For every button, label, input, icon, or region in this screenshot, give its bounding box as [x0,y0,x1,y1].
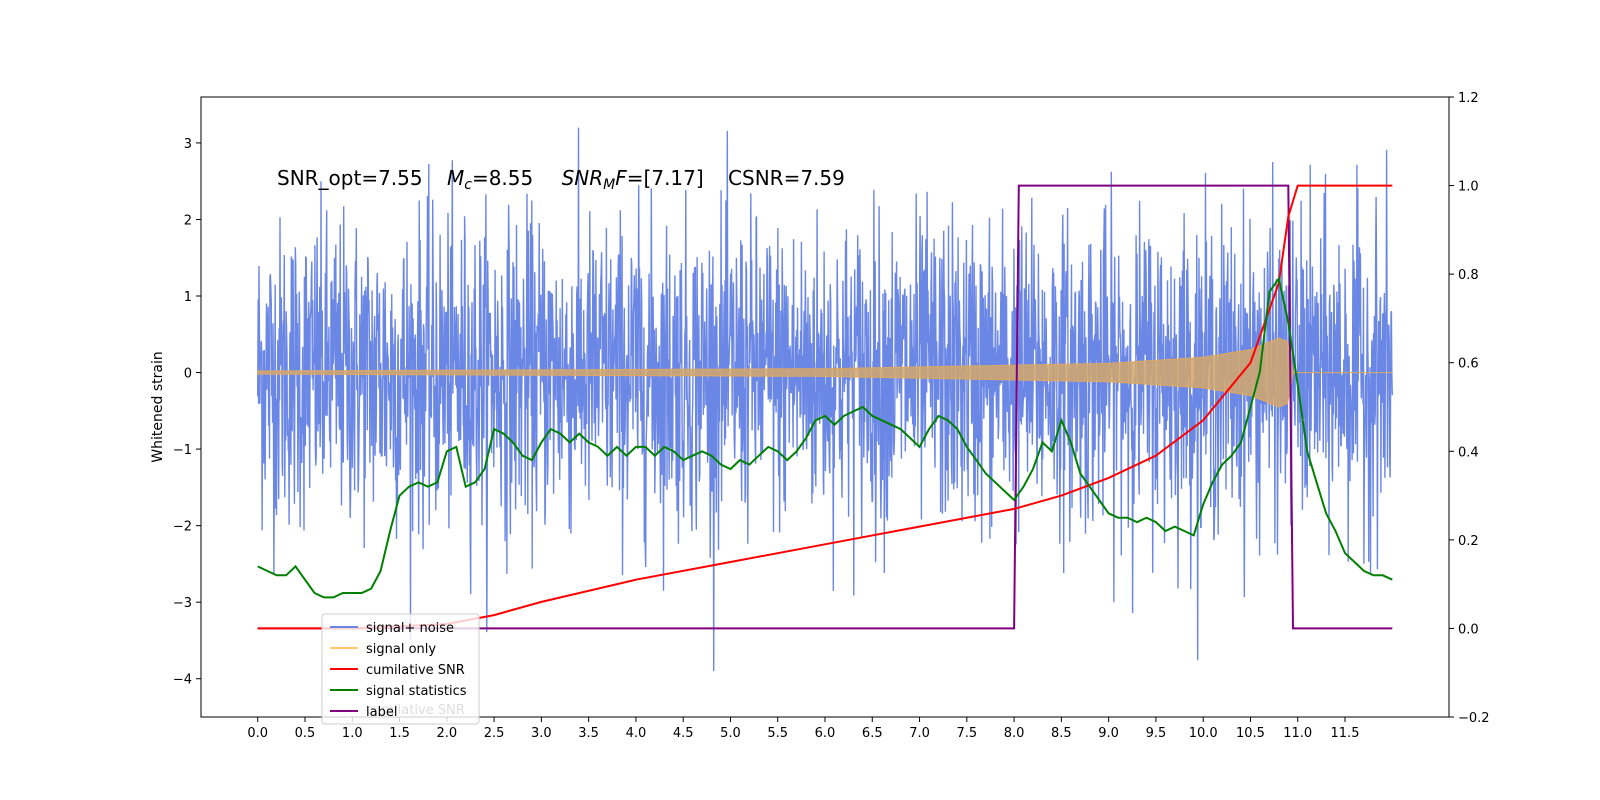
legend-label: label [366,705,397,720]
y-axis-label: Whitened strain [150,351,166,462]
legend-overlapped-text: cumilative SNR [366,703,465,718]
x-tick-label: 10.5 [1236,726,1265,741]
x-tick-label: 3.5 [578,726,599,741]
y-tick-label: 1 [184,290,192,305]
x-tick-label: 7.5 [956,726,977,741]
x-tick-label: 0.5 [295,726,316,741]
x-tick-label: 7.0 [909,726,930,741]
annotation-mc-symbol: M [447,166,464,190]
y-axis-right: 1.2 1.0 0.8 0.6 0.4 0.2 0.0 −0.2 [1449,91,1490,726]
x-tick-label: 6.0 [815,726,836,741]
annotation-mc-value: =8.55 [472,166,533,190]
y2-tick-label: 0.8 [1458,268,1479,283]
legend-label: cumilative SNR [366,663,465,678]
series-label [257,184,1393,630]
y-tick-label: −1 [173,443,192,458]
y2-tick-label: −0.2 [1458,711,1490,726]
x-tick-label: 0.0 [247,726,268,741]
y2-tick-label: 1.2 [1458,91,1479,106]
annotation-snr-opt: SNR_opt=7.55 [277,166,423,190]
annotation-snrmf-symbol2: F [615,166,627,190]
x-tick-label: 4.0 [626,726,647,741]
annotation-snrmf-sub: M [603,177,615,193]
series-signal-statistics [257,276,1393,599]
chart-annotation: SNR_opt=7.55 Mc=8.55 SNRMF=[7.17] CSNR=7… [277,166,845,193]
x-tick-label: 11.5 [1331,726,1360,741]
annotation-snrmf-symbol: SNR [562,166,604,190]
x-axis: 0.0 0.5 1.0 1.5 2.0 2.5 3.0 3.5 4.0 4.5 5.0 5.5 6.0 6… [247,717,1359,741]
y2-tick-label: 0.6 [1458,357,1479,372]
y-tick-label: −3 [173,596,192,611]
x-tick-label: 8.5 [1051,726,1072,741]
x-tick-label: 11.0 [1283,726,1312,741]
legend-label: signal+ noise [366,621,454,636]
x-tick-label: 3.0 [531,726,552,741]
y-axis-left: 3 2 1 0 −1 −2 −3 −4 [173,137,201,688]
x-tick-label: 1.0 [342,726,363,741]
y2-tick-label: 0.4 [1458,445,1479,460]
x-tick-label: 9.5 [1146,726,1167,741]
x-tick-label: 5.5 [767,726,788,741]
legend-box [321,613,480,725]
annotation-csnr: CSNR=7.59 [728,166,845,190]
y2-tick-label: 0.2 [1458,534,1479,549]
annotation-snrmf-value: =[7.17] [627,166,704,190]
x-tick-label: 6.5 [862,726,883,741]
x-tick-label: 9.0 [1098,726,1119,741]
y-tick-label: 0 [184,367,192,382]
x-tick-label: 4.5 [673,726,694,741]
y2-tick-label: 0.0 [1458,622,1479,637]
y-tick-label: 3 [184,137,192,152]
annotation-mc-sub: c [464,177,472,193]
y-tick-label: −4 [173,673,192,688]
x-tick-label: 8.0 [1004,726,1025,741]
x-tick-label: 5.0 [720,726,741,741]
legend: cumilative SNR signal+ noise signal only cu… [321,613,480,725]
series-signal-only [257,337,1393,408]
y-tick-label: −2 [173,520,192,535]
x-tick-label: 2.0 [436,726,457,741]
legend-label: signal statistics [366,684,467,699]
legend-label: signal only [366,642,436,657]
y-tick-label: 2 [184,213,192,228]
x-tick-label: 2.5 [484,726,505,741]
x-tick-label: 1.5 [389,726,410,741]
plot-area [257,127,1393,672]
x-tick-label: 10.0 [1189,726,1218,741]
y2-tick-label: 1.0 [1458,180,1479,195]
series-signal-noise [257,127,1393,672]
